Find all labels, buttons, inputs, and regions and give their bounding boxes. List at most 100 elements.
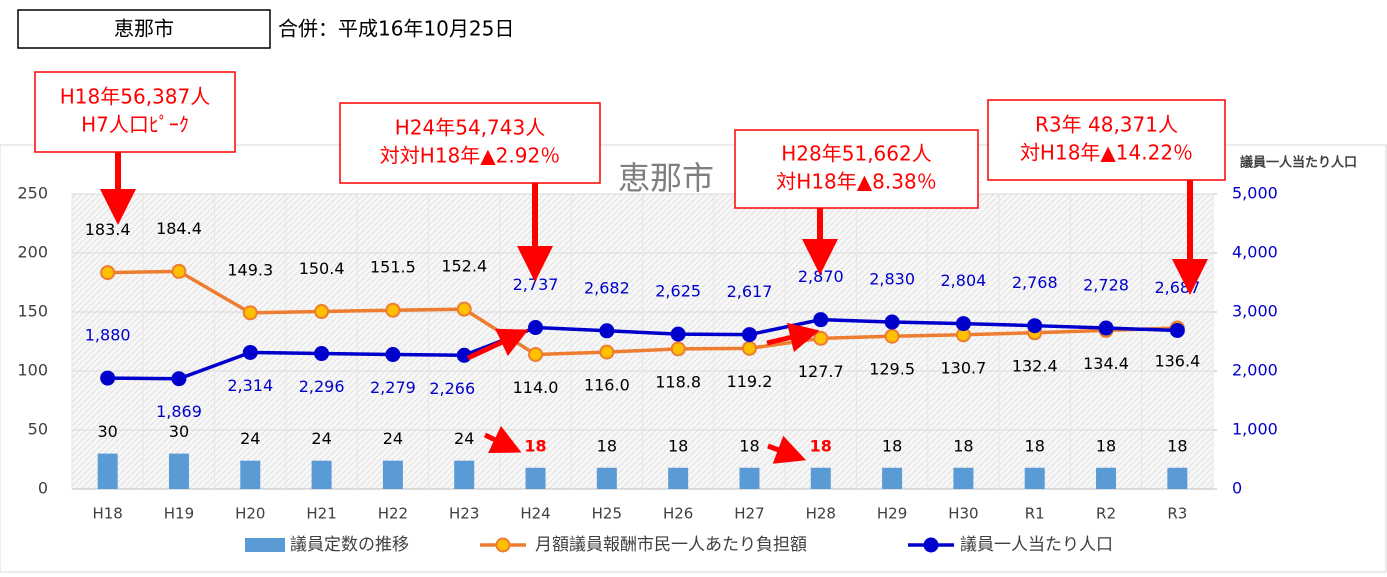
- y-tick-label: 0: [38, 479, 48, 498]
- line-marker: [670, 326, 686, 342]
- bar: [240, 460, 261, 489]
- line-value-label: 130.7: [941, 358, 987, 377]
- line-value-label: 2,768: [1012, 273, 1058, 292]
- annotation-box: [987, 99, 1226, 181]
- y2-tick-label: 2,000: [1232, 361, 1278, 380]
- bar: [668, 467, 689, 489]
- annotation-text: 対H18年▲14.22％: [1020, 141, 1193, 165]
- line-marker: [314, 304, 330, 320]
- line-value-label: 2,296: [299, 377, 345, 396]
- line-marker: [884, 328, 900, 344]
- y2-tick-label: 5,000: [1232, 184, 1278, 203]
- y2-tick-label: 1,000: [1232, 420, 1278, 439]
- y2-tick-label: 0: [1232, 479, 1242, 498]
- x-tick-label: H29: [877, 505, 907, 523]
- bar-value-label: 18: [739, 436, 759, 455]
- bar-value-label: 18: [524, 436, 546, 455]
- bar-value-label: 18: [1096, 436, 1116, 455]
- line-marker: [955, 316, 971, 332]
- bar-value-label: 18: [1025, 436, 1045, 455]
- bar: [596, 467, 617, 489]
- line-value-label: 127.7: [798, 362, 844, 381]
- x-tick-label: H18: [92, 505, 122, 523]
- line-marker: [813, 312, 829, 328]
- header-box: [17, 9, 271, 49]
- bar: [525, 467, 546, 489]
- line-marker: [171, 263, 187, 279]
- legend-label: 議員一人当たり人口: [960, 535, 1113, 555]
- bar: [97, 453, 118, 489]
- line-marker: [314, 346, 330, 362]
- line-value-label: 119.2: [727, 372, 773, 391]
- y2-axis-title: 議員一人当たり人口: [1240, 155, 1357, 171]
- line-marker: [385, 347, 401, 363]
- line-value-label: 136.4: [1154, 352, 1200, 371]
- bar: [1167, 467, 1188, 489]
- y-tick-label: 150: [17, 302, 48, 321]
- annotation-text: H7人口ﾋﾟｰｸ: [81, 113, 189, 137]
- line-value-label: 134.4: [1083, 354, 1129, 373]
- line-value-label: 184.4: [156, 219, 202, 238]
- line-marker: [100, 370, 116, 386]
- bar-value-label: 18: [882, 436, 902, 455]
- line-marker: [385, 302, 401, 318]
- x-tick-label: R2: [1096, 505, 1116, 523]
- line-value-label: 2,682: [584, 278, 630, 297]
- line-marker: [741, 340, 757, 356]
- legend-swatch: [245, 538, 285, 552]
- bar-value-label: 30: [97, 422, 117, 441]
- line-marker: [1027, 318, 1043, 334]
- bar: [1096, 467, 1117, 489]
- bar-value-label: 30: [169, 422, 189, 441]
- line-value-label: 2,314: [227, 376, 273, 395]
- bar: [168, 453, 189, 489]
- line: [107, 317, 1178, 381]
- line-value-label: 116.0: [584, 376, 630, 395]
- line-value-label: 2,737: [513, 275, 559, 294]
- line-marker: [670, 341, 686, 357]
- line-value-label: 149.3: [227, 260, 273, 279]
- annotation-text: 対対H18年▲2.92％: [380, 144, 560, 168]
- bar: [882, 467, 903, 489]
- legend-marker: [495, 537, 511, 553]
- line-value-label: 132.4: [1012, 356, 1058, 375]
- bar: [739, 467, 760, 489]
- line-value-label: 2,266: [429, 379, 475, 398]
- bar-value-label: 24: [311, 429, 331, 448]
- line-marker: [1169, 322, 1185, 338]
- bar: [810, 467, 831, 489]
- bar-value-label: 18: [1167, 436, 1187, 455]
- line-value-label: 2,830: [869, 270, 915, 289]
- line-value-label: 2,870: [798, 267, 844, 286]
- bar-value-label: 18: [597, 436, 617, 455]
- annotation-text: 対H18年▲8.38％: [776, 170, 936, 194]
- line-marker: [242, 344, 258, 360]
- x-tick-label: H27: [734, 505, 764, 523]
- annotation-box: [34, 71, 236, 153]
- annotation-box: [734, 129, 979, 209]
- x-tick-label: H20: [235, 505, 265, 523]
- line-value-label: 2,804: [941, 271, 987, 290]
- legend-label: 月額議員報酬市民一人あたり負担額: [535, 535, 807, 555]
- x-tick-label: H19: [164, 505, 194, 523]
- annotation-box: [339, 102, 601, 184]
- legend-marker: [923, 537, 939, 553]
- line-value-label: 2,625: [655, 282, 701, 301]
- line-value-label: 1,869: [156, 402, 202, 421]
- line-value-label: 2,279: [370, 378, 416, 397]
- legend-label: 議員定数の推移: [290, 535, 409, 555]
- annotation-text: H24年54,743人: [395, 116, 545, 140]
- bar: [953, 467, 974, 489]
- x-tick-label: H23: [449, 505, 479, 523]
- highlight-arrow: [766, 322, 820, 353]
- line-marker: [599, 344, 615, 360]
- line-marker: [242, 305, 258, 321]
- subtitle: 合併：平成16年10月25日: [278, 17, 514, 41]
- annotation-text: H18年56,387人: [60, 85, 210, 109]
- y2-tick-label: 3,000: [1232, 302, 1278, 321]
- line-marker: [528, 346, 544, 362]
- line-value-label: 114.0: [513, 378, 559, 397]
- x-tick-label: H24: [520, 505, 550, 523]
- line-value-label: 118.8: [655, 372, 701, 391]
